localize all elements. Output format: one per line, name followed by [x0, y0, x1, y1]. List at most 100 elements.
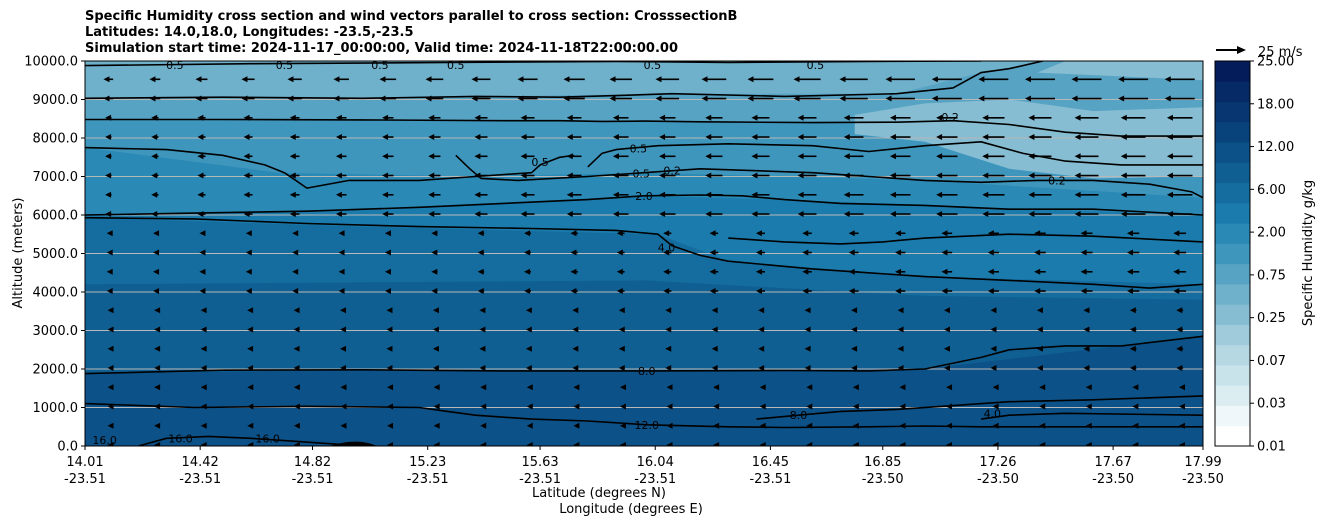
x-tick-label-lat: 17.67: [1095, 455, 1132, 470]
wind-vector: [474, 191, 488, 198]
wind-vector: [247, 307, 254, 314]
wind-vector: [806, 403, 813, 410]
wind-vector: [340, 422, 347, 429]
wind-vector: [806, 384, 813, 391]
y-tick-label: 8000.0: [33, 132, 79, 147]
wind-vector: [666, 442, 673, 446]
wind-vector: [1166, 191, 1193, 198]
wind-vector: [338, 230, 345, 237]
colorbar-tick-label: 0.07: [1257, 354, 1286, 369]
contour-label: 0.5: [447, 59, 465, 72]
wind-vector: [384, 288, 391, 295]
wind-vector: [990, 326, 997, 333]
wind-vector: [804, 326, 811, 333]
wind-vector: [524, 249, 532, 256]
title-line-1: Specific Humidity cross section and wind…: [85, 9, 738, 24]
y-axis-label: Altitude (meters): [11, 198, 26, 309]
title-line-2: Latitudes: 14.0,18.0, Longitudes: -23.5,…: [85, 25, 414, 40]
contour-line-4.0: [980, 412, 1203, 420]
wind-vector: [1036, 345, 1044, 352]
y-tick-label: 2000.0: [33, 363, 79, 378]
x-tick-label-lat: 17.26: [979, 455, 1016, 470]
contour-label: 0.5: [644, 59, 662, 72]
contour-label: 0.5: [630, 142, 648, 155]
wind-vector: [432, 365, 439, 372]
wind-vector: [1085, 384, 1092, 391]
wind-vector: [1083, 326, 1090, 333]
wind-vector: [941, 249, 953, 256]
wind-vector: [843, 114, 864, 121]
wind-vector: [428, 114, 441, 121]
x-axis-label-latitude: Latitude (degrees N): [532, 486, 666, 501]
wind-vector: [287, 95, 302, 102]
wind-vector: [755, 288, 765, 295]
wind-vector: [852, 384, 859, 391]
contour-line-0.5: [587, 141, 1203, 168]
contour-label: 0.5: [531, 156, 549, 169]
wind-vector: [199, 249, 206, 256]
wind-vector: [897, 345, 904, 352]
wind-vector: [1120, 114, 1146, 121]
wind-vector: [1034, 230, 1046, 237]
wind-vector: [525, 307, 532, 314]
wind-vector: [1034, 288, 1046, 295]
contour-label: 0.2: [1048, 174, 1066, 187]
wind-vector: [566, 172, 582, 179]
wind-vector: [1118, 95, 1149, 102]
wind-vector: [987, 230, 999, 237]
humidity-band: [85, 336, 1203, 446]
wind-vector: [471, 76, 491, 83]
wind-vector: [247, 326, 254, 333]
wind-vector: [797, 191, 817, 198]
wind-vector: [566, 134, 582, 141]
wind-vector: [659, 153, 676, 160]
wind-vector: [333, 95, 349, 102]
wind-vector: [107, 365, 114, 372]
chart-title: Specific Humidity cross section and wind…: [85, 9, 737, 57]
wind-vector: [802, 268, 812, 275]
x-tick-label-lon: -23.51: [407, 472, 449, 487]
wind-vector: [243, 191, 253, 198]
wind-vector: [1039, 403, 1046, 410]
wind-vector: [387, 384, 394, 391]
wind-vector: [153, 268, 160, 275]
wind-vector: [705, 114, 723, 121]
wind-vector: [432, 345, 439, 352]
wind-vector: [889, 211, 911, 218]
wind-vector: [804, 307, 811, 314]
wind-vector: [517, 76, 538, 83]
wind-vector: [340, 403, 347, 410]
wind-vector: [243, 114, 253, 121]
wind-vector: [1074, 153, 1099, 160]
wind-vector: [335, 153, 347, 160]
wind-vector: [384, 230, 391, 237]
wind-vector: [387, 422, 394, 429]
x-tick-label-lon: -23.50: [977, 472, 1019, 487]
wind-vector: [609, 76, 632, 83]
colorbar-tick-label: 2.00: [1257, 226, 1286, 241]
wind-vector: [802, 249, 812, 256]
wind-vector: [105, 191, 112, 198]
colorbar-segment: [1215, 324, 1250, 346]
wind-vector: [1085, 403, 1092, 410]
wind-vector: [806, 442, 813, 446]
contour-label: 8.0: [790, 409, 808, 422]
wind-vector: [987, 268, 999, 275]
wind-vector: [200, 326, 207, 333]
wind-vector: [619, 403, 626, 410]
colorbar-tick-label: 6.00: [1257, 183, 1286, 198]
wind-vector: [292, 230, 299, 237]
wind-vector: [1083, 345, 1090, 352]
wind-vector: [432, 326, 439, 333]
wind-vector: [1028, 211, 1052, 218]
colorbar-tick-label: 25.00: [1257, 55, 1294, 70]
wind-vector: [197, 172, 206, 179]
wind-vector: [665, 326, 672, 333]
wind-vector: [1129, 365, 1137, 372]
wind-vector: [665, 307, 672, 314]
y-tick-label: 5000.0: [33, 247, 79, 262]
wind-vector: [848, 288, 859, 295]
wind-vector: [1166, 211, 1193, 218]
wind-vector: [1166, 114, 1193, 121]
